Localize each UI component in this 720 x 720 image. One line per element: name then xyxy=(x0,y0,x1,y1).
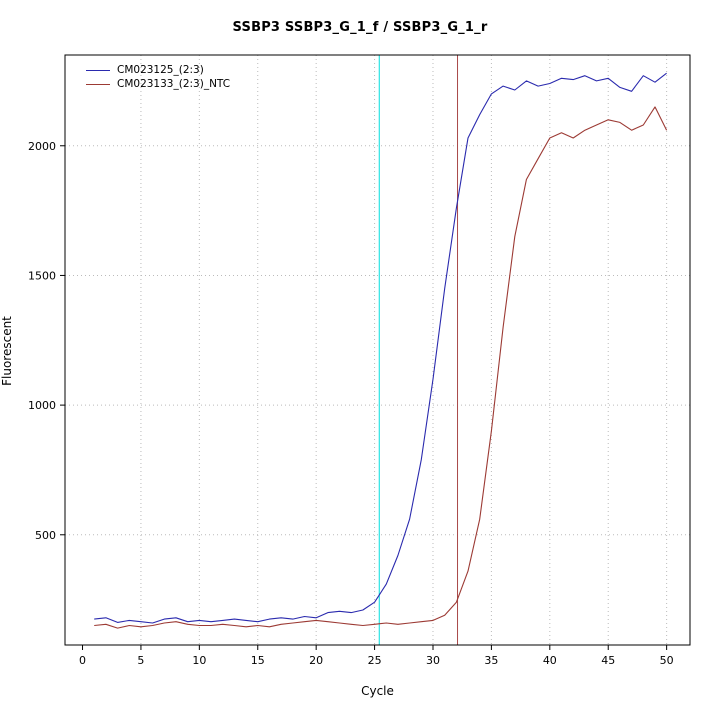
series-line-1 xyxy=(94,106,668,629)
legend-item-sample: CM023125_(2:3) xyxy=(86,63,230,77)
plot-border xyxy=(64,54,691,646)
y-tick-label: 1000 xyxy=(28,399,56,412)
x-tick-label: 35 xyxy=(484,654,498,667)
legend-item-ntc: CM023133_(2:3)_NTC xyxy=(86,77,230,91)
y-tick-label: 2000 xyxy=(28,140,56,153)
x-tick-label: 50 xyxy=(660,654,674,667)
x-tick-label: 30 xyxy=(426,654,440,667)
x-tick-label: 10 xyxy=(192,654,206,667)
legend-label: CM023125_(2:3) xyxy=(117,64,204,76)
series-line-0 xyxy=(94,72,667,624)
x-tick-label: 15 xyxy=(251,654,265,667)
chart-title: SSBP3 SSBP3_G_1_f / SSBP3_G_1_r xyxy=(232,20,488,35)
y-tick-label: 1500 xyxy=(28,269,56,282)
y-tick-label: 500 xyxy=(35,529,56,542)
x-tick-label: 5 xyxy=(137,654,144,667)
legend-line-swatch xyxy=(86,83,110,85)
x-tick-label: 40 xyxy=(543,654,557,667)
x-tick-label: 0 xyxy=(79,654,86,667)
x-axis-label: Cycle xyxy=(361,684,394,698)
x-tick-label: 25 xyxy=(368,654,382,667)
legend: CM023125_(2:3) CM023133_(2:3)_NTC xyxy=(86,63,230,91)
x-tick-label: 45 xyxy=(601,654,615,667)
x-tick-label: 20 xyxy=(309,654,323,667)
legend-line-swatch xyxy=(86,69,110,71)
legend-label: CM023133_(2:3)_NTC xyxy=(117,78,231,90)
